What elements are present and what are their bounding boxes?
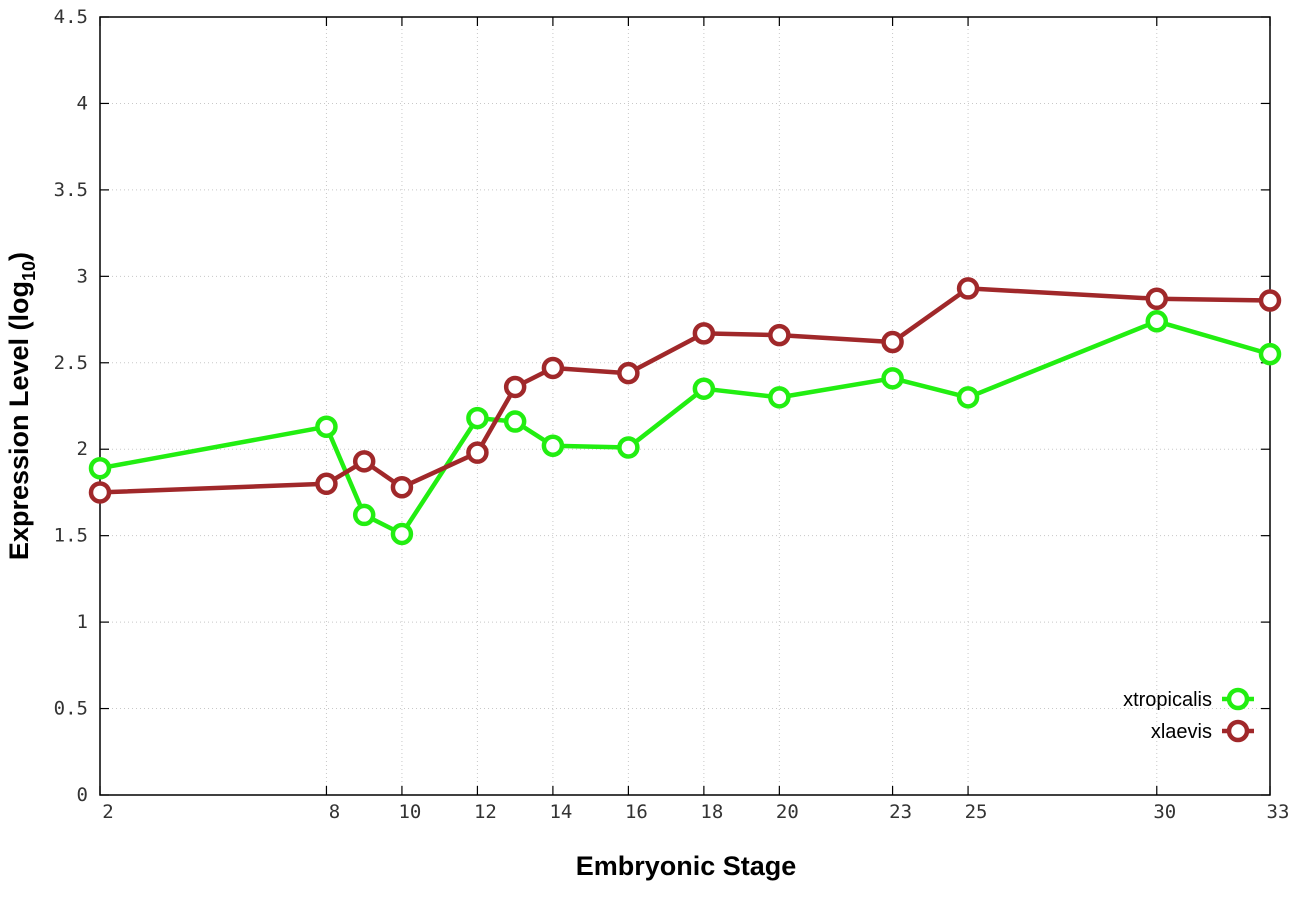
data-point-xlaevis bbox=[390, 476, 414, 499]
y-tick-label: 0.5 bbox=[54, 698, 88, 720]
y-tick-label: 4.5 bbox=[54, 6, 88, 28]
y-tick-label: 2 bbox=[77, 438, 88, 460]
y-axis-title-subscript: 10 bbox=[19, 261, 39, 281]
x-tick-label: 33 bbox=[1267, 801, 1290, 823]
x-tick-label: 2 bbox=[102, 801, 113, 823]
x-tick-label: 8 bbox=[329, 801, 340, 823]
data-point-xtropicalis bbox=[315, 415, 338, 438]
y-tick-label: 1 bbox=[77, 611, 88, 633]
plot-area-border bbox=[99, 16, 1271, 796]
x-tick-label: 10 bbox=[398, 801, 421, 823]
data-point-xtropicalis bbox=[466, 406, 489, 430]
y-tick-label: 3 bbox=[77, 265, 88, 287]
data-point-xtropicalis bbox=[881, 367, 904, 390]
data-point-xtropicalis bbox=[1258, 342, 1282, 366]
data-point-xlaevis bbox=[617, 361, 640, 385]
x-tick-label: 20 bbox=[776, 801, 799, 823]
data-point-xtropicalis bbox=[503, 410, 527, 433]
legend-label-xtropicalis: xtropicalis bbox=[1123, 689, 1212, 711]
series-points bbox=[88, 277, 1282, 546]
data-point-xlaevis bbox=[541, 356, 565, 380]
series-lines bbox=[99, 286, 1271, 537]
y-axis-title-end: ) bbox=[4, 252, 34, 261]
x-tick-label: 16 bbox=[625, 801, 648, 823]
data-point-xtropicalis bbox=[617, 436, 640, 459]
data-point-xlaevis bbox=[1258, 289, 1282, 312]
x-axis: 2 8 10 12 14 16 18 20 23 25 30 33 bbox=[99, 17, 1290, 823]
y-tick-label: 4 bbox=[77, 92, 88, 114]
y-axis-title: Expression Level (log10) bbox=[4, 252, 39, 560]
legend-marker-xlaevis bbox=[1226, 719, 1250, 743]
x-tick-label: 12 bbox=[474, 801, 497, 823]
x-tick-label: 14 bbox=[549, 801, 572, 823]
legend-marker-xtropicalis bbox=[1226, 687, 1250, 711]
data-point-xlaevis bbox=[768, 323, 791, 347]
data-point-xtropicalis bbox=[1145, 310, 1169, 333]
y-axis-title-main: Expression Level (log bbox=[4, 281, 34, 560]
data-point-xlaevis bbox=[692, 322, 716, 345]
x-tick-label: 30 bbox=[1153, 801, 1176, 823]
x-axis-title: Embryonic Stage bbox=[576, 851, 797, 881]
data-point-xtropicalis bbox=[692, 377, 716, 400]
series-line-xtropicalis bbox=[99, 319, 1271, 537]
data-point-xtropicalis bbox=[541, 434, 565, 458]
y-tick-label: 3.5 bbox=[54, 179, 88, 201]
data-point-xlaevis bbox=[88, 481, 112, 504]
x-tick-label: 25 bbox=[965, 801, 988, 823]
data-point-xtropicalis bbox=[88, 456, 112, 480]
legend: xtropicalis xlaevis bbox=[1123, 687, 1254, 743]
data-point-xtropicalis bbox=[352, 503, 376, 527]
data-point-xlaevis bbox=[881, 330, 904, 354]
data-point-xlaevis bbox=[352, 450, 376, 473]
grid bbox=[100, 17, 1270, 795]
x-tick-label: 23 bbox=[889, 801, 912, 823]
data-point-xtropicalis bbox=[956, 386, 980, 409]
series-line-xlaevis bbox=[99, 286, 1271, 495]
data-point-xlaevis bbox=[956, 277, 980, 300]
legend-label-xlaevis: xlaevis bbox=[1151, 721, 1212, 743]
data-point-xlaevis bbox=[1145, 287, 1169, 311]
y-tick-label: 2.5 bbox=[54, 352, 88, 374]
y-axis: 0 0.5 1 1.5 2 2.5 3 3.5 4 4.5 bbox=[54, 6, 1270, 806]
data-point-xtropicalis bbox=[768, 386, 791, 409]
x-tick-label: 18 bbox=[700, 801, 723, 823]
data-point-xtropicalis bbox=[390, 522, 414, 546]
data-point-xlaevis bbox=[315, 472, 338, 496]
data-point-xlaevis bbox=[466, 441, 489, 464]
data-point-xlaevis bbox=[503, 375, 527, 399]
y-tick-label: 1.5 bbox=[54, 525, 88, 547]
y-tick-label: 0 bbox=[77, 784, 88, 806]
